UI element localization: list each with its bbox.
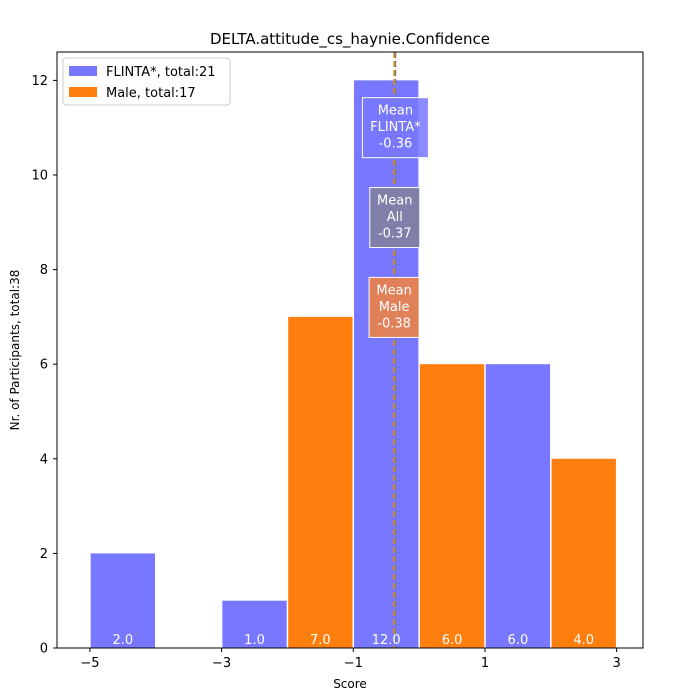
mean-label-all: All: [387, 210, 403, 225]
mean-label-male: Male: [379, 300, 410, 315]
mean-label-flinta: FLINTA*: [370, 120, 421, 135]
x-axis: −5 −3 −1 1 3: [80, 648, 621, 671]
mean-label-all: Mean: [377, 194, 412, 209]
y-axis-label: Nr. of Participants, total:38: [8, 270, 22, 431]
bar-labels-layer: 2.0 1.0 12.0 6.0 7.0 6.0 4.0: [112, 633, 594, 648]
y-tick-label: 0: [40, 642, 48, 657]
bar-value-label: 1.0: [244, 633, 265, 648]
x-tick-label: −3: [212, 656, 231, 671]
bar-value-label: 4.0: [573, 633, 594, 648]
x-tick-label: 1: [481, 656, 489, 671]
bar-male: [419, 364, 485, 648]
bars-layer: [90, 80, 616, 648]
bar-male: [288, 316, 353, 648]
x-tick-label: −5: [80, 656, 99, 671]
y-tick-label: 10: [31, 168, 48, 183]
legend-swatch: [69, 66, 97, 76]
mean-boxes-layer: MeanFLINTA*-0.36MeanAll-0.37MeanMale-0.3…: [361, 97, 429, 338]
bar-flinta: [90, 553, 156, 648]
y-tick-label: 12: [31, 74, 48, 89]
legend-label: FLINTA*, total:21: [106, 65, 216, 80]
mean-label-male: -0.38: [377, 316, 411, 331]
bar-flinta: [354, 80, 419, 648]
mean-box-flinta: [361, 97, 429, 159]
bar-value-label: 7.0: [310, 633, 331, 648]
mean-label-all: -0.37: [378, 227, 412, 242]
plot-frame: [56, 51, 644, 649]
mean-box-all: [369, 187, 421, 249]
y-tick-label: 8: [40, 263, 48, 278]
mean-label-flinta: -0.36: [379, 137, 413, 152]
x-tick-label: −1: [344, 656, 363, 671]
bar-value-label: 2.0: [112, 633, 133, 648]
y-tick-label: 4: [40, 452, 48, 467]
legend: FLINTA*, total:21 Male, total:17: [62, 57, 231, 106]
y-tick-label: 6: [40, 358, 48, 373]
y-tick-label: 2: [40, 547, 48, 562]
x-tick-label: 3: [613, 656, 621, 671]
legend-swatch: [69, 87, 97, 97]
mean-label-flinta: Mean: [378, 104, 413, 119]
chart-title: DELTA.attitude_cs_haynie.Confidence: [210, 30, 490, 49]
bar-value-label: 12.0: [372, 633, 401, 648]
bar-male: [551, 458, 616, 648]
bar-value-label: 6.0: [442, 633, 463, 648]
y-axis: 0 2 4 6 8 10 12: [31, 74, 57, 657]
legend-frame: [62, 57, 231, 106]
bar-flinta: [485, 364, 551, 648]
bar-flinta: [222, 600, 287, 648]
x-axis-label: Score: [333, 677, 367, 691]
mean-box-male: [368, 276, 420, 338]
bar-value-label: 6.0: [508, 633, 529, 648]
legend-label: Male, total:17: [106, 86, 196, 101]
mean-label-male: Mean: [376, 283, 411, 298]
